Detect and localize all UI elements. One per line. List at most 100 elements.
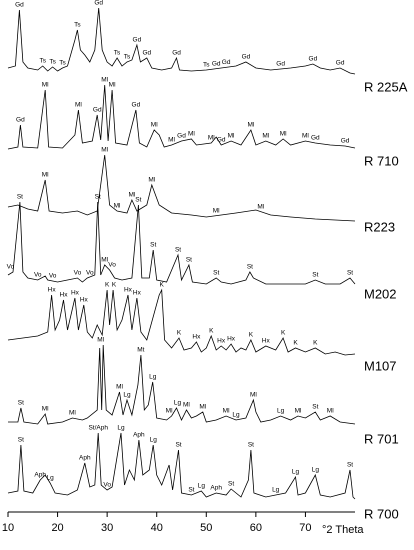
peak-label: Hx — [133, 290, 142, 297]
peak-label: Gd — [142, 50, 151, 57]
peak-label: K — [209, 328, 214, 335]
peak-label: Lg — [47, 475, 55, 482]
diffractogram — [7, 432, 356, 500]
peak-label: Vo — [108, 262, 116, 269]
peak-label: St — [18, 400, 24, 407]
peak-label: St — [17, 194, 23, 201]
peak-label: Mt — [137, 347, 144, 354]
x-tick-label: 50 — [200, 522, 212, 534]
x-tick-label: 40 — [151, 522, 163, 534]
peak-label: K — [249, 332, 254, 339]
peak-label: Aph — [34, 472, 46, 479]
peak-label: Lg — [232, 412, 240, 419]
peak-label: Aph — [79, 455, 91, 462]
peak-label: Gd — [222, 59, 231, 66]
diffractogram — [7, 201, 356, 285]
peak-label: St — [18, 437, 24, 444]
diffractogram — [7, 84, 356, 150]
diffractogram — [7, 154, 356, 222]
series-label: R 700 — [364, 506, 399, 521]
peak-label: Ml — [116, 384, 123, 391]
peak-label: Ml — [151, 122, 158, 129]
peak-label: Gd — [172, 50, 181, 57]
peak-label: St — [312, 272, 318, 279]
peak-label: Vo — [49, 273, 57, 280]
series-label: M107 — [364, 358, 397, 373]
peak-label: Ml — [228, 133, 235, 140]
x-tick-label: 70 — [299, 522, 311, 534]
peak-label: Ts — [59, 60, 66, 67]
peak-label: K — [313, 340, 318, 347]
peak-label: Ml — [213, 207, 220, 214]
peak-label: Ml — [101, 257, 108, 264]
peak-label: Lg — [312, 467, 320, 474]
peak-label: Ml — [168, 137, 175, 144]
peak-label: Lg — [117, 425, 125, 432]
peak-label: Ts — [49, 59, 56, 66]
peak-label: Aph — [210, 485, 222, 492]
series-label: R 225A — [364, 79, 408, 94]
peak-label: K — [293, 340, 298, 347]
peak-label: Hx — [262, 338, 271, 345]
peak-label: Lg — [150, 437, 158, 444]
diffractogram — [7, 7, 356, 75]
peak-label: Gd — [217, 137, 226, 144]
x-tick-label: 30 — [101, 522, 113, 534]
peak-label: Ml — [97, 337, 104, 344]
peak-label: Lg — [198, 483, 206, 490]
series-label: M202 — [364, 286, 397, 301]
peak-label: Hx — [60, 292, 69, 299]
peak-label: Ml — [183, 402, 190, 409]
peak-label: K — [159, 282, 164, 289]
peak-label: Ml — [148, 177, 155, 184]
series-label: R 701 — [364, 431, 399, 446]
peak-label: Vo — [86, 270, 94, 277]
peak-label: Gd — [93, 107, 102, 114]
peak-label: Ml — [262, 133, 269, 140]
peak-label: Lg — [174, 400, 182, 407]
peak-label: Hx — [80, 297, 89, 304]
peak-label: Ml — [223, 408, 230, 415]
peak-label: Ml — [280, 131, 287, 138]
peak-label: Lg — [123, 392, 131, 399]
peak-label: Ml — [42, 82, 49, 89]
peak-label: Ml — [114, 203, 121, 210]
peak-label: Gd — [341, 138, 350, 145]
x-tick-label: 20 — [51, 522, 63, 534]
peak-label: Ml — [166, 408, 173, 415]
peak-label: St — [175, 442, 181, 449]
x-tick-label: 60 — [250, 522, 262, 534]
peak-label: St — [228, 481, 234, 488]
peak-label: St — [347, 462, 353, 469]
peak-label: Vo — [74, 270, 82, 277]
peak-label: Gd — [242, 54, 251, 61]
peak-label: Ml — [199, 404, 206, 411]
peak-label: Gd — [133, 37, 142, 44]
peak-label: Ml — [247, 122, 254, 129]
peak-label: Ml — [327, 408, 334, 415]
peak-label: Hx — [71, 290, 80, 297]
series-label: R 710 — [364, 153, 399, 168]
peak-label: Ml — [302, 133, 309, 140]
peak-label: St — [186, 257, 192, 264]
peak-label: Ts — [74, 22, 81, 29]
peak-label: Lg — [277, 408, 285, 415]
x-tick-label: 10 — [2, 522, 14, 534]
peak-label: Lg — [272, 487, 280, 494]
peak-label: Gd — [177, 133, 186, 140]
peak-label: Gd — [336, 60, 345, 67]
peak-label: K — [281, 330, 286, 337]
peak-label: Hx — [217, 338, 226, 345]
peak-label: Ts — [114, 50, 121, 57]
peak-label: Ts — [124, 54, 131, 61]
series-label: R223 — [364, 219, 395, 234]
peak-label: St — [247, 264, 253, 271]
peak-label: Gd — [15, 2, 24, 9]
peak-label: Ml — [109, 82, 116, 89]
peak-label: Gd — [311, 135, 320, 142]
peak-label: Lg — [149, 374, 157, 381]
peak-label: Ml — [42, 406, 49, 413]
peak-label: Ml — [295, 408, 302, 415]
peak-label: St — [175, 247, 181, 254]
